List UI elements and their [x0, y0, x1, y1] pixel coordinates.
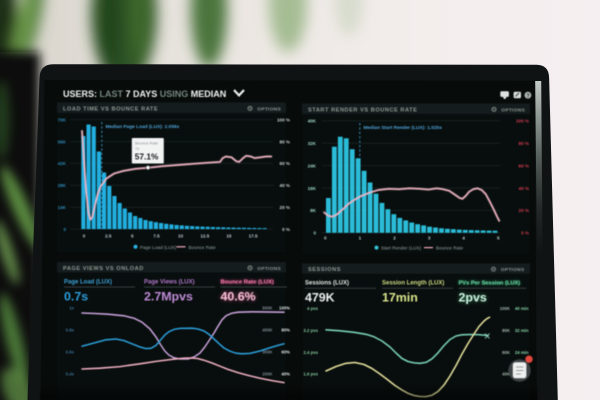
- svg-text:3.2 pvs: 3.2 pvs: [303, 328, 318, 333]
- svg-text:Median Page Load (LUX): 2.056s: Median Page Load (LUX): 2.056s: [106, 124, 180, 130]
- svg-text:0.8s: 0.8s: [66, 327, 75, 332]
- svg-text:42K: 42K: [58, 161, 67, 166]
- svg-text:START RENDER VS BOUNCE RATE: START RENDER VS BOUNCE RATE: [308, 107, 417, 113]
- svg-text:100%: 100%: [279, 305, 290, 310]
- svg-text:Start Render (LUX): Start Render (LUX): [381, 246, 422, 251]
- svg-text:4: 4: [462, 236, 465, 241]
- svg-text:2.5: 2.5: [105, 233, 112, 238]
- svg-text:12.5: 12.5: [200, 233, 209, 238]
- svg-text:8K: 8K: [310, 208, 317, 213]
- svg-text:Bounce Rate: Bounce Rate: [189, 245, 216, 250]
- svg-text:17min: 17min: [382, 291, 418, 305]
- svg-text:PVs Per Session (LUX): PVs Per Session (LUX): [459, 281, 521, 287]
- svg-text:0 %: 0 %: [282, 227, 290, 232]
- svg-text:500K: 500K: [262, 305, 273, 310]
- svg-text:Bounce Rate (LUX): Bounce Rate (LUX): [221, 279, 274, 285]
- svg-text:PAGE VIEWS VS ONLOAD: PAGE VIEWS VS ONLOAD: [63, 266, 144, 272]
- svg-text:4 pvs: 4 pvs: [307, 306, 319, 311]
- svg-text:80%: 80%: [281, 327, 290, 332]
- svg-text:40.6%: 40.6%: [221, 290, 256, 304]
- svg-text:20 %: 20 %: [280, 205, 290, 210]
- svg-text:2.4 pvs: 2.4 pvs: [303, 350, 318, 355]
- svg-text:Bounce Rate: Bounce Rate: [135, 141, 159, 146]
- svg-text:40 %: 40 %: [280, 183, 290, 188]
- svg-text:80K: 80K: [502, 328, 511, 333]
- svg-text:?: ?: [526, 93, 529, 99]
- svg-text:0.6s: 0.6s: [66, 349, 75, 354]
- svg-text:PVs Per Session (LUX): PVs Per Session (LUX): [459, 281, 521, 287]
- svg-text:2: 2: [393, 236, 396, 241]
- svg-text:40 %: 40 %: [519, 186, 529, 191]
- svg-text:40K: 40K: [502, 372, 511, 377]
- svg-text:USERS: LAST 7 DAYS USING MEDIA: USERS: LAST 7 DAYS USING MEDIAN: [63, 89, 226, 99]
- svg-text:200K: 200K: [262, 371, 273, 376]
- svg-text:40.6%: 40.6%: [221, 290, 256, 304]
- svg-text:14K: 14K: [58, 205, 67, 210]
- svg-text:OPTIONS: OPTIONS: [257, 106, 281, 112]
- svg-text:40 min: 40 min: [515, 306, 529, 311]
- svg-text:32 min: 32 min: [515, 328, 529, 333]
- svg-text:10: 10: [178, 233, 184, 238]
- svg-text:60%: 60%: [281, 349, 290, 354]
- svg-text:1s: 1s: [69, 305, 74, 310]
- svg-text:100K: 100K: [500, 306, 511, 311]
- svg-text:Page Views (LUX): Page Views (LUX): [144, 279, 195, 285]
- svg-text:3: 3: [428, 236, 431, 241]
- svg-text:Sessions (LUX): Sessions (LUX): [305, 281, 349, 287]
- svg-text:70K: 70K: [58, 117, 67, 122]
- svg-text:1.6 pvs: 1.6 pvs: [303, 372, 318, 377]
- svg-text:7s: 7s: [135, 146, 139, 151]
- svg-text:7.5: 7.5: [153, 233, 160, 238]
- svg-text:Page Load (LUX): Page Load (LUX): [140, 245, 177, 250]
- svg-text:80 %: 80 %: [519, 141, 529, 146]
- svg-text:24 min: 24 min: [515, 350, 529, 355]
- svg-text:0: 0: [83, 233, 86, 238]
- svg-text:20 %: 20 %: [519, 208, 529, 213]
- svg-text:1: 1: [359, 236, 362, 241]
- svg-text:2.7Mpvs: 2.7Mpvs: [144, 290, 193, 304]
- svg-text:Session Length (LUX): Session Length (LUX): [382, 281, 444, 287]
- svg-text:Bounce Rate (LUX): Bounce Rate (LUX): [221, 279, 274, 285]
- svg-text:100 %: 100 %: [277, 117, 290, 122]
- svg-text:15: 15: [226, 233, 232, 238]
- svg-text:100 %: 100 %: [516, 119, 529, 124]
- svg-text:40%: 40%: [281, 371, 290, 376]
- svg-text:SESSIONS: SESSIONS: [308, 267, 341, 273]
- svg-text:2pvs: 2pvs: [459, 291, 487, 305]
- svg-text:28K: 28K: [58, 183, 67, 188]
- svg-text:60K: 60K: [502, 350, 511, 355]
- svg-text:OPTIONS: OPTIONS: [501, 267, 525, 273]
- svg-text:17.5: 17.5: [249, 233, 258, 238]
- svg-text:LOAD TIME VS BOUNCE RATE: LOAD TIME VS BOUNCE RATE: [63, 106, 158, 112]
- svg-text:0.7s: 0.7s: [64, 290, 88, 304]
- svg-text:5: 5: [131, 233, 134, 238]
- svg-text:60 %: 60 %: [519, 163, 529, 168]
- svg-text:Page Load (LUX): Page Load (LUX): [64, 279, 112, 285]
- svg-text:479K: 479K: [305, 291, 335, 305]
- svg-text:80 %: 80 %: [280, 139, 290, 144]
- svg-text:40K: 40K: [308, 119, 317, 124]
- svg-text:32K: 32K: [308, 141, 317, 146]
- svg-text:0: 0: [63, 227, 66, 232]
- svg-text:16K: 16K: [308, 186, 317, 191]
- svg-text:OPTIONS: OPTIONS: [501, 107, 525, 113]
- svg-text:24K: 24K: [308, 163, 317, 168]
- svg-text:56K: 56K: [58, 139, 67, 144]
- svg-text:Bounce Rate: Bounce Rate: [436, 246, 463, 251]
- svg-text:300K: 300K: [262, 349, 273, 354]
- svg-text:0: 0: [313, 231, 316, 236]
- svg-text:0 %: 0 %: [521, 231, 529, 236]
- svg-text:OPTIONS: OPTIONS: [257, 266, 281, 272]
- svg-text:400K: 400K: [262, 327, 273, 332]
- svg-text:Median Start Render (LUX): 1.0: Median Start Render (LUX): 1.025s: [364, 125, 443, 131]
- svg-text:60 %: 60 %: [280, 161, 290, 166]
- svg-text:0.4s: 0.4s: [66, 371, 75, 376]
- svg-text:0: 0: [324, 236, 327, 241]
- svg-text:2pvs: 2pvs: [459, 291, 487, 305]
- svg-text:5: 5: [497, 236, 500, 241]
- svg-text:57.1%: 57.1%: [135, 151, 159, 161]
